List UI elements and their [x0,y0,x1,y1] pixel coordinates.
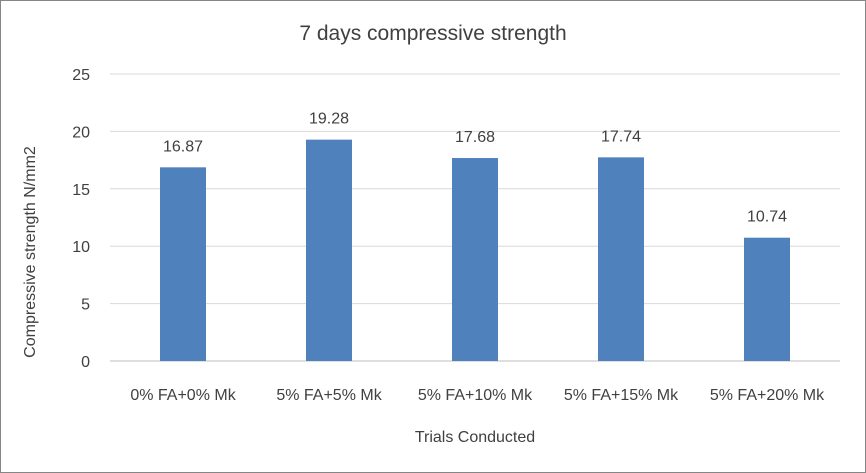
y-axis-ticks: 0 5 10 15 20 25 [72,67,90,371]
y-tick-label: 5 [81,297,90,314]
bars [160,139,790,361]
data-label: 10.74 [747,209,787,226]
data-label: 19.28 [309,111,349,128]
bar [744,237,790,361]
bar [598,157,644,361]
x-axis-title: Trials Conducted [415,429,535,446]
x-tick-label: 5% FA+15% Mk [564,387,679,404]
data-label: 16.87 [163,138,203,155]
x-axis-ticks: 0% FA+0% Mk 5% FA+5% Mk 5% FA+10% Mk 5% FA+… [130,387,825,404]
chart-title: 7 days compressive strength [299,22,566,45]
data-label: 17.68 [455,129,495,146]
bar [160,167,206,361]
y-tick-label: 0 [81,354,90,371]
x-tick-label: 5% FA+10% Mk [418,387,533,404]
bar [452,158,498,361]
x-tick-label: 0% FA+0% Mk [130,387,236,404]
y-tick-label: 10 [72,239,90,256]
x-tick-label: 5% FA+5% Mk [276,387,382,404]
x-tick-label: 5% FA+20% Mk [710,387,825,404]
data-labels: 16.87 19.28 17.68 17.74 10.74 [163,111,787,226]
y-tick-label: 25 [72,67,90,84]
y-tick-label: 15 [72,182,90,199]
gridlines [110,73,840,362]
y-tick-label: 20 [72,124,90,141]
data-label: 17.74 [601,128,641,145]
y-axis-title: Compressive strength N/mm2 [22,146,39,358]
bar [306,139,352,361]
